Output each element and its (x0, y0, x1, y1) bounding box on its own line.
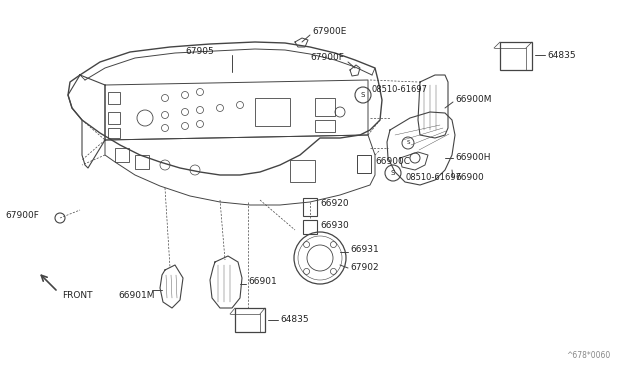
Text: 67905: 67905 (185, 48, 214, 57)
Text: ^678*0060: ^678*0060 (566, 351, 610, 360)
Text: 67902: 67902 (350, 263, 379, 273)
Bar (255, 98, 290, 126)
Bar (115, 148, 129, 162)
Bar (108, 92, 120, 104)
Bar (315, 98, 335, 116)
Bar (315, 120, 335, 132)
Bar (500, 42, 532, 70)
Text: 66900M: 66900M (455, 96, 492, 105)
Text: S: S (406, 141, 410, 145)
Bar (108, 128, 120, 138)
Text: 66900C: 66900C (375, 157, 410, 167)
Bar (235, 308, 265, 332)
Text: 08510-61697: 08510-61697 (405, 173, 461, 183)
Bar (303, 198, 317, 216)
Text: 08510-61697: 08510-61697 (372, 86, 428, 94)
Bar (108, 112, 120, 124)
Text: 64835: 64835 (280, 315, 308, 324)
Bar (290, 160, 315, 182)
Text: 66931: 66931 (350, 246, 379, 254)
Text: S: S (361, 92, 365, 98)
Text: 66901M: 66901M (118, 291, 154, 299)
Text: 66900H: 66900H (455, 154, 490, 163)
Text: 66900: 66900 (455, 173, 484, 183)
Text: 66930: 66930 (320, 221, 349, 230)
Bar (303, 220, 317, 234)
Text: 67900F: 67900F (5, 212, 39, 221)
Text: 64835: 64835 (547, 51, 575, 60)
Text: S: S (391, 170, 395, 176)
Text: 67900F: 67900F (310, 54, 344, 62)
Text: 66920: 66920 (320, 199, 349, 208)
Text: FRONT: FRONT (62, 292, 93, 301)
Text: 66901: 66901 (248, 278, 276, 286)
Text: 67900E: 67900E (312, 28, 346, 36)
Bar (135, 155, 149, 169)
Bar (357, 155, 371, 173)
